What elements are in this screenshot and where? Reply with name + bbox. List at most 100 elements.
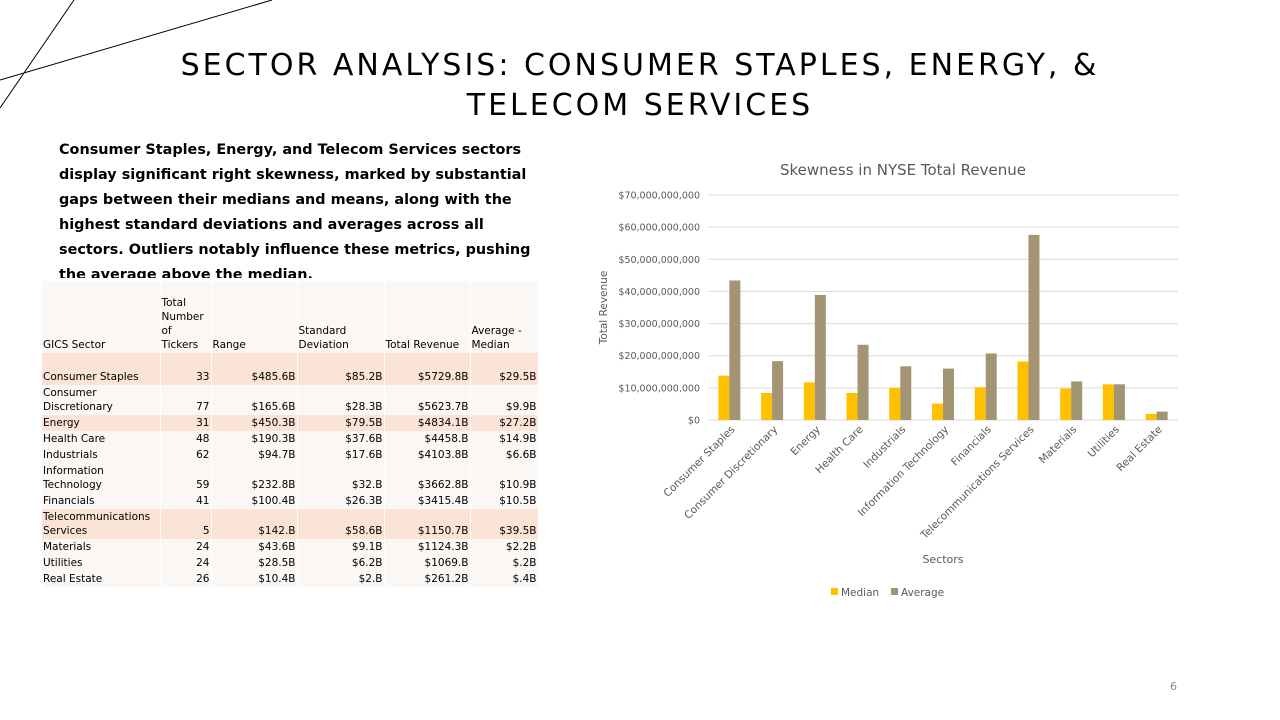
cell-total-revenue: $3662.8B — [384, 463, 471, 493]
cell-std: $2.B — [297, 571, 385, 587]
cell-range: $43.6B — [211, 539, 298, 555]
cell-range: $190.3B — [211, 431, 298, 447]
cell-std: $17.6B — [297, 447, 385, 463]
sector-table: GICS Sector Total Number of Tickers Rang… — [42, 281, 539, 587]
bar-average — [943, 368, 954, 420]
header-std: Standard Deviation — [297, 281, 385, 353]
cell-total-revenue: $5729.8B — [384, 369, 471, 385]
header-range: Range — [211, 281, 298, 353]
cell-sector: Consumer Staples — [42, 369, 161, 385]
table-row: Industrials 62 $94.7B $17.6B $4103.8B $6.6B — [42, 447, 539, 463]
table-row: Consumer Staples 33 $485.6B $85.2B $5729.8B $… — [42, 369, 539, 385]
cell-range: $485.6B — [211, 369, 298, 385]
y-tick-label: $60,000,000,000 — [618, 223, 700, 234]
cell-avg-median: $2.2B — [470, 539, 539, 555]
table-row: Real Estate 26 $10.4B $2.B $261.2B $.4B — [42, 571, 539, 587]
cell-tickers: 77 — [160, 385, 212, 415]
cell-range: $10.4B — [211, 571, 298, 587]
bar-average — [729, 280, 741, 420]
cell-range: $94.7B — [211, 447, 298, 463]
table-body: Consumer Staples 33 $485.6B $85.2B $5729.8B $… — [42, 353, 539, 587]
bar-median — [889, 387, 901, 420]
cell-tickers: 24 — [160, 555, 212, 571]
cell-tickers: 5 — [160, 509, 212, 539]
bar-median — [1017, 361, 1029, 420]
cell-sector: Utilities — [42, 555, 161, 571]
y-tick-label: $0 — [688, 416, 700, 427]
bar-average — [900, 366, 912, 420]
bar-median — [1145, 413, 1157, 420]
cell-total-revenue: $4103.8B — [384, 447, 471, 463]
table-row: Financials 41 $100.4B $26.3B $3415.4B $10.5B — [42, 493, 539, 509]
y-tick-label: $70,000,000,000 — [618, 191, 700, 202]
bar-median — [761, 393, 773, 420]
cell-std: $79.5B — [297, 415, 385, 431]
x-tick-label: Information Technology — [856, 424, 951, 519]
cell-total-revenue: $261.2B — [384, 571, 471, 587]
cell-sector: Real Estate — [42, 571, 161, 587]
bar-median — [974, 387, 986, 420]
cell-sector: Materials — [42, 539, 161, 555]
cell-range: $100.4B — [211, 493, 298, 509]
bar-median — [1102, 384, 1114, 420]
y-axis-label: Total Revenue — [598, 271, 610, 346]
cell-std: $9.1B — [297, 539, 385, 555]
legend-label-median: Median — [841, 587, 879, 599]
bar-median — [846, 393, 858, 420]
revenue-skewness-chart: Skewness in NYSE Total Revenue $0 $10,000,… — [598, 161, 1178, 599]
cell-avg-median: $10.5B — [470, 493, 539, 509]
x-tick-label: Materials — [1037, 424, 1080, 467]
cell-avg-median: $.4B — [470, 571, 539, 587]
x-tick-label: Real Estate — [1114, 424, 1164, 474]
header-sector: GICS Sector — [42, 281, 161, 353]
table-row: Information Technology 59 $232.8B $32.B $366… — [42, 463, 539, 493]
x-tick-label: Consumer Staples — [661, 424, 737, 500]
cell-std: $85.2B — [297, 369, 385, 385]
cell-sector: Financials — [42, 493, 161, 509]
legend-swatch-average — [891, 588, 898, 595]
cell-std: $32.B — [297, 463, 385, 493]
cell-tickers: 24 — [160, 539, 212, 555]
cell-std: $37.6B — [297, 431, 385, 447]
bar-average — [1071, 381, 1083, 420]
y-tick-label: $30,000,000,000 — [618, 319, 700, 330]
bar-average — [1028, 234, 1040, 420]
bar-median — [932, 403, 943, 420]
cell-avg-median: $.2B — [470, 555, 539, 571]
bar-average — [1113, 384, 1125, 420]
cell-total-revenue: $3415.4B — [384, 493, 471, 509]
bar-average — [814, 294, 826, 420]
x-axis-label: Sectors — [922, 553, 963, 566]
cell-range: $28.5B — [211, 555, 298, 571]
cell-range: $450.3B — [211, 415, 298, 431]
slide-title: SECTOR ANALYSIS: CONSUMER STAPLES, ENERG… — [180, 48, 1100, 123]
cell-total-revenue: $1124.3B — [384, 539, 471, 555]
header-total-revenue: Total Revenue — [384, 281, 471, 353]
cell-avg-median: $14.9B — [470, 431, 539, 447]
cell-avg-median: $6.6B — [470, 447, 539, 463]
chart-title: Skewness in NYSE Total Revenue — [780, 161, 1026, 179]
cell-avg-median: $10.9B — [470, 463, 539, 493]
cell-tickers: 26 — [160, 571, 212, 587]
cell-sector: Energy — [42, 415, 161, 431]
cell-total-revenue: $1069.B — [384, 555, 471, 571]
y-tick-label: $50,000,000,000 — [618, 255, 700, 266]
cell-std: $6.2B — [297, 555, 385, 571]
cell-total-revenue: $4458.B — [384, 431, 471, 447]
bar-median — [1060, 388, 1072, 420]
header-avg-median: Average - Median — [470, 281, 539, 353]
decorative-lines — [0, 0, 273, 109]
table-row: Energy 31 $450.3B $79.5B $4834.1B $27.2B — [42, 415, 539, 431]
bar-median — [718, 375, 730, 420]
cell-avg-median: $9.9B — [470, 385, 539, 415]
cell-tickers: 48 — [160, 431, 212, 447]
y-tick-label: $20,000,000,000 — [618, 351, 700, 362]
slide-body-text: Consumer Staples, Energy, and Telecom Se… — [59, 142, 531, 278]
table-row: Telecommunications Services 5 $142.B $58.6B… — [42, 509, 539, 539]
cell-sector: Consumer Discretionary — [42, 385, 161, 415]
cell-std: $28.3B — [297, 385, 385, 415]
cell-tickers: 62 — [160, 447, 212, 463]
legend-label-average: Average — [901, 587, 944, 599]
table-header-row: GICS Sector Total Number of Tickers Rang… — [42, 281, 539, 353]
cell-sector: Information Technology — [42, 463, 161, 493]
